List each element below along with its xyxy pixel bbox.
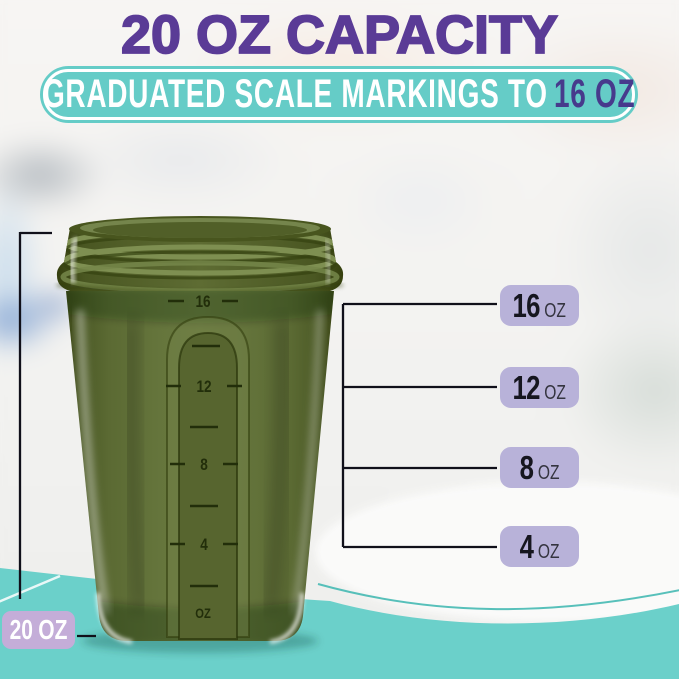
subtitle-main: GRADUATED SCALE MARKINGS TO: [42, 72, 548, 116]
mark-oz: OZ: [195, 606, 211, 621]
subtitle-banner: GRADUATED SCALE MARKINGS TO 16 OZ: [40, 66, 638, 123]
callout-unit: OZ: [544, 381, 567, 404]
capacity-value: 20: [9, 614, 33, 645]
callout-12oz: 12 OZ: [500, 367, 579, 408]
callout-unit: OZ: [537, 540, 560, 563]
left-sheen: [76, 309, 110, 615]
callout-16oz: 16 OZ: [500, 285, 579, 326]
callout-value: 16: [512, 286, 541, 324]
cup-opening-cavity: [93, 222, 307, 238]
callout-value: 8: [519, 448, 534, 486]
body-top-shading: [66, 291, 334, 323]
subtitle-highlight: 16 OZ: [553, 72, 636, 116]
mark-4: 4: [200, 536, 208, 555]
graduation-marks: [166, 299, 242, 588]
page-title: 20 OZ CAPACITY: [120, 4, 559, 66]
mark-16: 16: [195, 293, 210, 312]
subtitle-text: GRADUATED SCALE MARKINGS TO 16 OZ: [43, 72, 635, 117]
capacity-label: 20 OZ: [2, 611, 75, 649]
thin-teal-curve: [317, 583, 679, 611]
bottom-left-highlight: [96, 592, 133, 644]
left-bracket: [18, 231, 96, 638]
bottom-right-highlight: [269, 592, 304, 644]
mark-8: 8: [200, 456, 208, 475]
right-sheen: [292, 309, 323, 615]
callout-8oz: 8 OZ: [500, 447, 579, 488]
right-bracket: [341, 302, 497, 549]
graduation-numbers: 16 12 8 4 OZ: [195, 293, 211, 622]
inner-wall-shade-left: [126, 319, 145, 611]
callout-unit: OZ: [544, 299, 567, 322]
white-highlight-line: [0, 574, 61, 603]
capacity-unit: OZ: [38, 614, 68, 645]
callout-unit: OZ: [537, 461, 560, 484]
channel-inner: [178, 331, 238, 640]
callout-value: 4: [519, 527, 534, 565]
callout-value: 12: [512, 368, 541, 406]
inner-wall-shade-right: [265, 319, 288, 611]
callout-4oz: 4 OZ: [500, 526, 579, 567]
subtitle-banner-border: GRADUATED SCALE MARKINGS TO 16 OZ: [43, 69, 635, 120]
mark-12: 12: [196, 378, 211, 397]
blurred-white-blob: [315, 482, 679, 622]
